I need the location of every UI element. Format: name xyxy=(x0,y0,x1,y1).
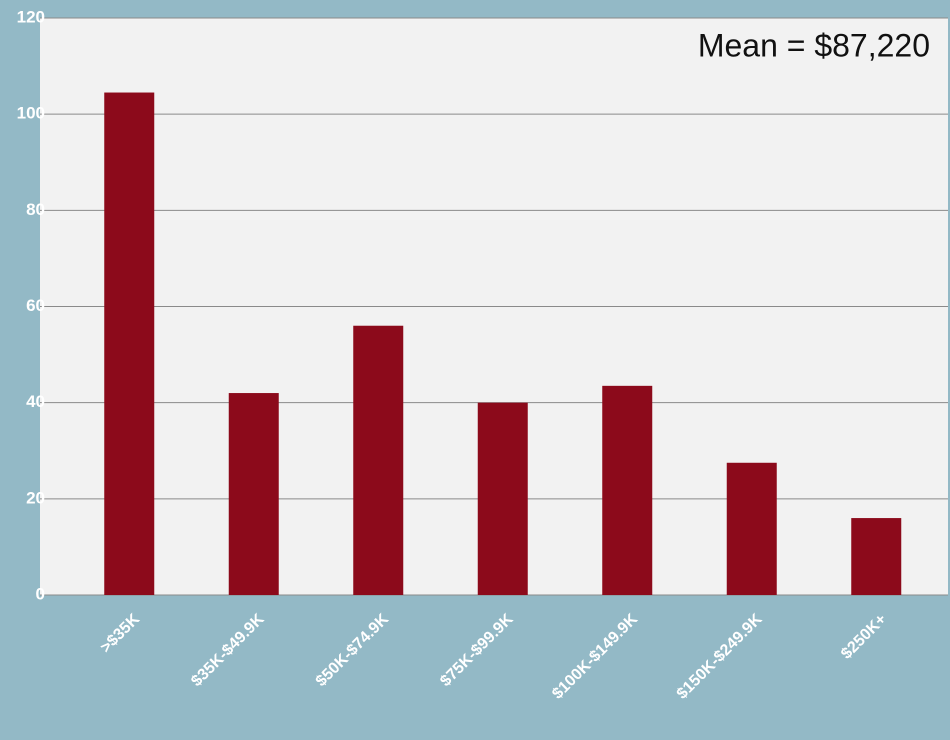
y-tick-label: 40 xyxy=(26,392,45,411)
bar xyxy=(228,393,279,595)
y-tick-label: 60 xyxy=(26,296,45,315)
y-tick-label: 80 xyxy=(26,200,45,219)
bar xyxy=(104,92,155,595)
bar xyxy=(602,385,653,595)
y-tick-label: 0 xyxy=(36,584,45,603)
bar xyxy=(477,402,528,595)
y-tick-label: 100 xyxy=(17,104,45,123)
y-tick-label: 20 xyxy=(26,488,45,507)
y-tick-label: 120 xyxy=(17,7,45,26)
bar xyxy=(851,518,902,595)
annotation: Mean = $87,220 xyxy=(698,27,930,63)
bar xyxy=(726,462,777,595)
bar xyxy=(353,325,404,595)
